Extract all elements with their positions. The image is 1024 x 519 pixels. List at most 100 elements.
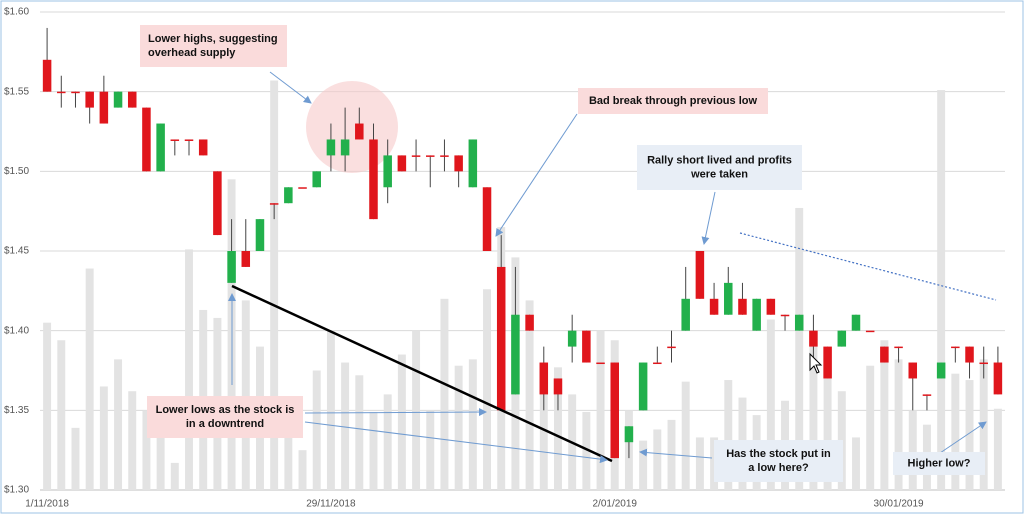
annotation-text: Lower highs, suggesting <box>148 33 278 45</box>
annotation-text: Lower lows as the stock is <box>156 404 295 416</box>
candle-body <box>752 298 761 331</box>
volume-bar <box>369 411 378 490</box>
annotation-text: Rally short lived and profits <box>647 154 792 166</box>
annotation-box <box>893 452 985 475</box>
x-tick-label: 2/01/2019 <box>592 499 637 510</box>
volume-bar <box>539 384 548 490</box>
annotation-text: in a downtrend <box>186 418 264 430</box>
volume-bar <box>766 319 775 490</box>
arrow <box>269 71 312 104</box>
annotation-text: were taken <box>690 168 748 180</box>
volume-bar <box>412 330 421 490</box>
candle-body <box>312 171 321 188</box>
volume-bar <box>554 367 562 490</box>
volume-bar <box>951 373 960 490</box>
candle-body <box>113 91 123 108</box>
volume-bar <box>681 381 690 490</box>
candle-body <box>865 330 875 333</box>
candle-body <box>880 346 889 363</box>
volume-bar <box>483 289 491 490</box>
volume-bar <box>241 300 250 490</box>
candle-body <box>922 394 932 396</box>
volume-bar <box>937 90 946 490</box>
candle-body <box>411 155 421 157</box>
candle-body <box>567 330 577 347</box>
volume-bar <box>908 410 917 490</box>
annotation-text: Has the stock put in <box>726 448 831 460</box>
arrow <box>304 421 608 464</box>
trendline <box>231 284 613 463</box>
candle-body <box>653 362 662 365</box>
volume-bar <box>383 394 392 490</box>
candle-body <box>170 139 180 141</box>
candle-body <box>397 155 407 172</box>
volume-bar <box>880 340 889 490</box>
arrow <box>939 421 987 454</box>
candle-body <box>85 91 94 108</box>
candle-body <box>553 378 563 395</box>
candle-body <box>908 362 918 379</box>
candle-body <box>951 346 960 349</box>
volume-bar <box>582 411 591 490</box>
candle-body <box>582 330 591 363</box>
volume-bar <box>426 410 435 490</box>
volume-bar <box>142 410 151 490</box>
candle-body <box>241 251 251 267</box>
candle-body <box>610 362 619 459</box>
candle-body <box>127 91 137 108</box>
candle-body <box>213 171 222 236</box>
candle-body <box>709 298 719 315</box>
arrows <box>228 71 987 464</box>
candle-body <box>965 346 974 363</box>
candle-body <box>496 266 506 411</box>
volume-bar <box>284 429 293 490</box>
volume-bar <box>85 268 94 490</box>
candle-body <box>766 298 776 315</box>
volume-bar <box>894 359 903 490</box>
candle-body <box>809 330 818 347</box>
candle-body <box>57 91 66 94</box>
volume-bar <box>440 298 449 490</box>
volume-bar <box>43 322 52 490</box>
volume-bar <box>468 359 477 490</box>
volume-bar <box>312 370 321 490</box>
y-tick-label: $1.55 <box>4 86 29 97</box>
y-tick-label: $1.30 <box>4 485 29 496</box>
candle-body <box>596 362 605 365</box>
volume-bar <box>993 408 1002 490</box>
x-tick-label: 1/11/2018 <box>25 499 69 510</box>
y-tick-label: $1.35 <box>4 405 29 416</box>
candle-body <box>511 314 520 395</box>
volume-bar <box>596 330 605 490</box>
volume-bar <box>170 462 179 490</box>
candle-body <box>284 187 293 204</box>
candle-body <box>269 203 279 205</box>
candle-body <box>426 155 435 157</box>
y-tick-label: $1.45 <box>4 246 29 257</box>
candle-body <box>624 426 634 443</box>
volume-bar <box>795 207 804 491</box>
volume-bar <box>653 429 662 490</box>
volume-bar <box>695 437 704 490</box>
volume-bar <box>525 300 534 490</box>
volume-bar <box>71 427 80 490</box>
y-tick-label: $1.50 <box>4 166 29 177</box>
candle-body <box>738 298 747 315</box>
volume-bar <box>341 362 350 490</box>
annotation-box <box>714 440 843 482</box>
candle-body <box>794 314 804 331</box>
candle-body <box>355 123 364 140</box>
candle-body <box>71 91 80 94</box>
candle-body <box>695 251 705 299</box>
candle-body <box>539 362 549 395</box>
volume-bar <box>298 450 307 490</box>
volume-bar <box>57 340 66 490</box>
arrow <box>304 408 487 417</box>
volume-bar <box>326 330 335 490</box>
y-tick-label: $1.40 <box>4 325 29 336</box>
annotation-box <box>637 145 802 190</box>
annotation-text: overhead supply <box>148 47 236 59</box>
x-tick-label: 29/11/2018 <box>306 499 356 510</box>
candle-body <box>936 362 946 379</box>
